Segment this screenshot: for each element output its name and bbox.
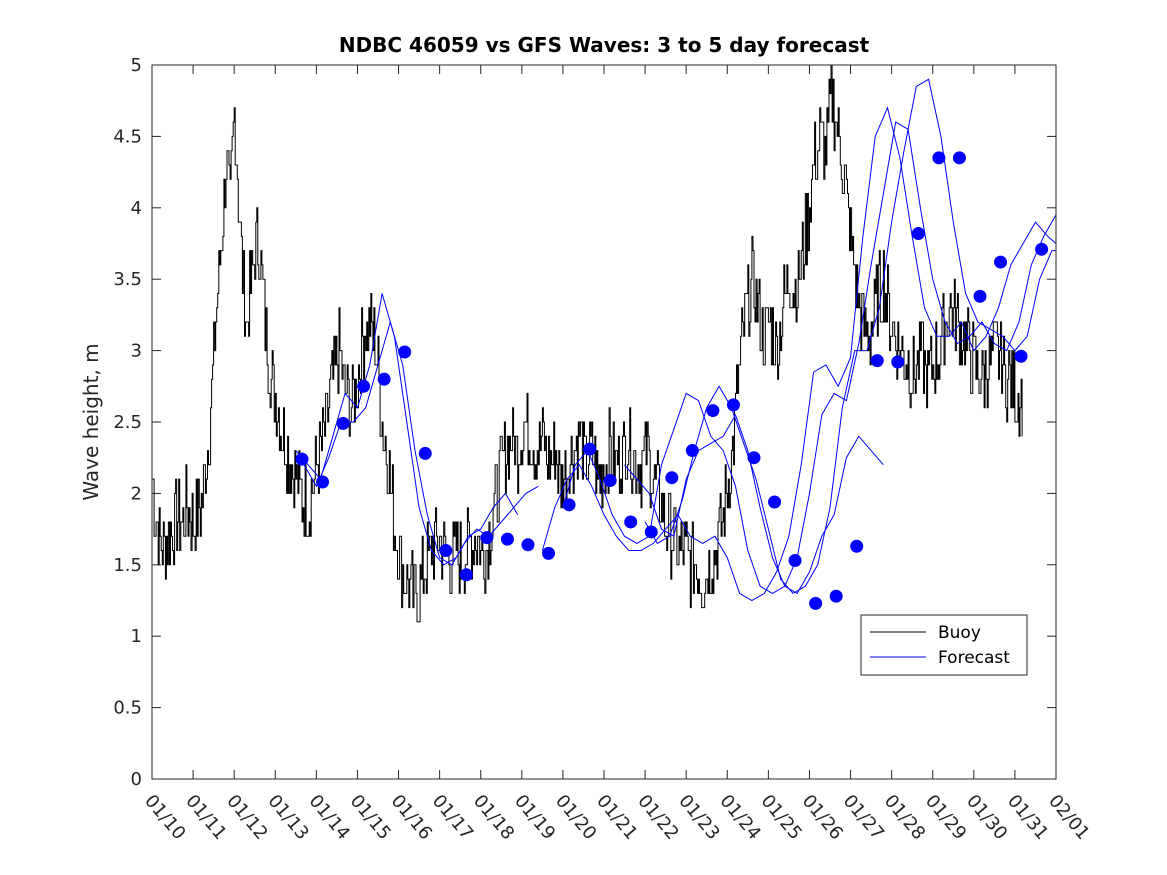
y-tick-label: 2.5 <box>113 412 142 433</box>
forecast-marker <box>747 451 761 465</box>
plot-area: 00.511.522.533.544.5501/1001/1101/1201/1… <box>113 55 1093 844</box>
forecast-marker <box>377 372 391 386</box>
forecast-marker <box>768 495 782 509</box>
forecast-marker <box>1035 242 1049 256</box>
forecast-marker <box>603 474 617 488</box>
forecast-marker <box>500 532 514 546</box>
legend-box <box>860 614 1028 676</box>
forecast-marker <box>973 289 987 303</box>
forecast-marker <box>706 404 720 418</box>
forecast-run-3 <box>541 106 1056 602</box>
forecast-marker <box>459 568 473 582</box>
forecast-marker <box>685 444 699 458</box>
forecast-marker <box>480 531 494 545</box>
forecast-marker <box>439 544 453 558</box>
forecast-marker <box>932 151 946 165</box>
forecast-marker <box>809 596 823 610</box>
y-tick-label: 4 <box>131 198 142 219</box>
y-tick-label: 4.5 <box>113 126 142 147</box>
buoy-series-line <box>152 65 1023 623</box>
y-tick-label: 2 <box>131 483 142 504</box>
forecast-marker <box>521 538 535 552</box>
forecast-run-6 <box>644 78 1056 595</box>
forecast-marker <box>1014 349 1028 363</box>
y-axis-label: Wave height, m <box>79 343 103 500</box>
forecast-marker <box>624 515 638 529</box>
data-layer <box>152 65 1056 623</box>
forecast-marker <box>357 379 371 393</box>
y-tick-label: 1 <box>131 626 142 647</box>
forecast-marker <box>316 475 330 489</box>
legend-label-forecast: Forecast <box>938 648 1010 668</box>
forecast-marker <box>911 227 925 241</box>
forecast-marker <box>398 345 412 359</box>
forecast-marker <box>583 442 597 456</box>
y-tick-label: 1.5 <box>113 555 142 576</box>
y-tick-label: 3.5 <box>113 269 142 290</box>
chart-title: NDBC 46059 vs GFS Waves: 3 to 5 day fore… <box>339 33 870 57</box>
forecast-marker <box>850 539 864 553</box>
y-tick-label: 5 <box>131 55 142 76</box>
forecast-run-4 <box>562 121 1056 594</box>
y-tick-label: 0 <box>131 769 142 790</box>
forecast-run-1 <box>295 293 519 566</box>
forecast-marker <box>726 398 740 412</box>
forecast-marker <box>644 525 658 539</box>
forecast-marker <box>994 255 1008 269</box>
y-tick-label: 3 <box>131 341 142 362</box>
forecast-marker <box>952 151 966 165</box>
forecast-marker <box>418 446 432 460</box>
forecast-marker <box>562 498 576 512</box>
forecast-marker <box>870 354 884 368</box>
forecast-marker <box>542 546 556 560</box>
forecast-marker <box>665 471 679 485</box>
legend-label-buoy: Buoy <box>938 623 981 643</box>
y-tick-label: 0.5 <box>113 698 142 719</box>
forecast-marker <box>829 589 843 603</box>
forecast-marker <box>891 355 905 369</box>
forecast-run-5 <box>624 413 884 595</box>
forecast-marker <box>336 416 350 430</box>
forecast-marker <box>788 554 802 568</box>
forecast-marker <box>295 452 309 466</box>
legend: Buoy Forecast <box>860 614 1028 676</box>
